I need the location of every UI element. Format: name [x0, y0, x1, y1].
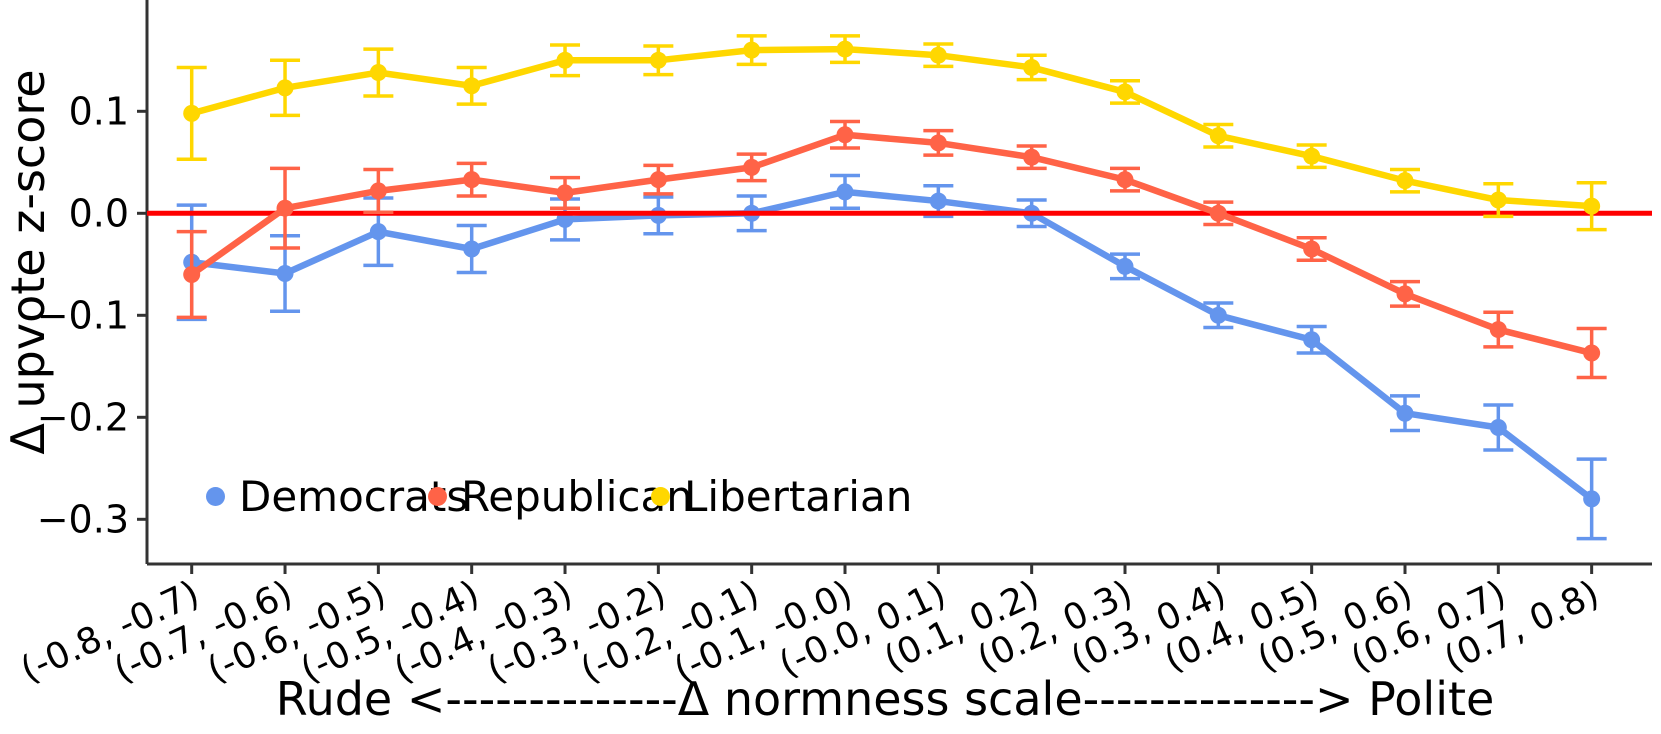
data-point-republican [743, 158, 761, 176]
data-point-democrats [1396, 404, 1414, 422]
y-tick-label: −0.2 [37, 395, 129, 439]
data-point-democrats [929, 192, 947, 210]
series-line-republican [188, 131, 1595, 357]
data-point-libertarian [1023, 58, 1041, 76]
data-point-republican [1583, 344, 1601, 362]
data-point-democrats [463, 240, 481, 258]
legend-marker-democrats-icon [206, 487, 225, 506]
data-point-libertarian [1583, 197, 1601, 215]
y-axis-label: Δ upvote z-score [1, 69, 55, 455]
data-point-libertarian [1303, 147, 1321, 165]
data-point-republican [556, 184, 574, 202]
data-point-republican [276, 199, 294, 217]
x-axis-label: Rude <--------------Δ normness scale----… [275, 672, 1495, 726]
data-point-libertarian [369, 64, 387, 82]
data-point-republican [1209, 204, 1227, 222]
y-tick-label: 0.1 [69, 89, 129, 133]
data-point-democrats [1303, 331, 1321, 349]
data-point-democrats [369, 223, 387, 241]
y-tick-label: −0.3 [37, 497, 129, 541]
data-point-democrats [1209, 306, 1227, 324]
data-point-libertarian [1489, 191, 1507, 209]
data-point-libertarian [556, 51, 574, 69]
data-point-republican [649, 171, 667, 189]
y-tick-label: −0.1 [37, 293, 129, 337]
data-point-republican [1489, 321, 1507, 339]
data-point-libertarian [463, 77, 481, 95]
series-line-democrats [188, 188, 1595, 503]
data-point-libertarian [1209, 127, 1227, 145]
data-point-libertarian [183, 104, 201, 122]
data-point-republican [1396, 285, 1414, 303]
data-point-democrats [836, 183, 854, 201]
data-point-republican [929, 134, 947, 152]
data-point-republican [183, 266, 201, 283]
data-point-democrats [1583, 490, 1601, 508]
data-point-libertarian [743, 41, 761, 59]
data-point-republican [369, 182, 387, 200]
data-point-libertarian [276, 79, 294, 97]
data-point-libertarian [836, 40, 854, 58]
legend-label-libertarian: Libertarian [684, 472, 913, 521]
data-point-libertarian [1116, 83, 1134, 101]
data-point-democrats [276, 264, 294, 282]
data-point-republican [1023, 148, 1041, 166]
series-line-libertarian [188, 45, 1595, 210]
data-point-democrats [1116, 257, 1134, 275]
legend-marker-republican-icon [428, 487, 447, 506]
data-point-democrats [1489, 419, 1507, 436]
data-point-libertarian [649, 51, 667, 69]
data-point-libertarian [1396, 172, 1414, 190]
legend-marker-libertarian-icon [651, 487, 670, 506]
y-tick-label: 0.0 [69, 191, 129, 235]
data-point-republican [1116, 171, 1134, 189]
legend-item-libertarian: Libertarian [651, 472, 912, 521]
data-point-republican [1303, 240, 1321, 258]
data-point-republican [836, 126, 854, 144]
data-point-libertarian [929, 46, 947, 64]
data-point-republican [463, 171, 481, 189]
